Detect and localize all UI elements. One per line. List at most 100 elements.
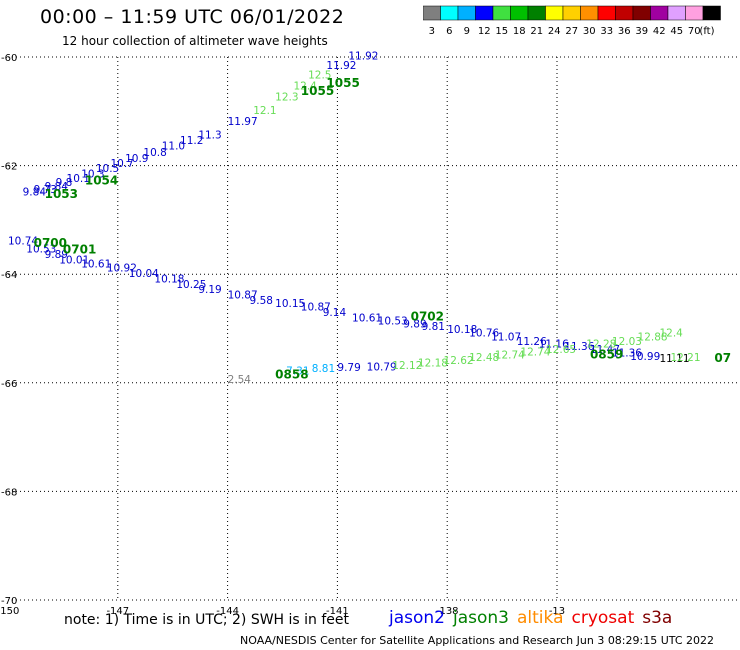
swh-value-label: 2.54 <box>228 374 252 386</box>
swh-value-label: 11.3 <box>198 129 221 141</box>
colorbar-label: 3 <box>429 26 435 37</box>
satellite-legend-altika: altika <box>517 608 564 628</box>
swh-value-label: 10.18 <box>447 324 477 336</box>
pass-time-label: 1054 <box>85 174 118 188</box>
colorbar-label: 30 <box>583 26 596 37</box>
swh-value-label: 9.84 <box>23 186 47 198</box>
pass-time-label: 0702 <box>411 309 444 323</box>
colorbar-label: 21 <box>530 26 543 37</box>
swh-value-label: 10.79 <box>367 361 397 373</box>
swh-value-label: 9.58 <box>250 295 273 307</box>
swh-value-label: 12.65 <box>546 344 576 356</box>
x-tick-label: -138 <box>436 606 459 617</box>
swh-value-label: 12.3 <box>275 91 298 103</box>
swh-value-label: 10.1 <box>67 173 90 185</box>
swh-value-label: 7.31 <box>286 366 309 378</box>
swh-value-label: 11.0 <box>162 140 185 152</box>
swh-value-label: 12.1 <box>253 105 276 117</box>
x-tick-label: -147 <box>106 606 129 617</box>
swh-value-label: 9.89 <box>45 249 68 261</box>
colorbar-label: 12 <box>478 26 491 37</box>
satellite-legend-cryosat: cryosat <box>571 608 635 628</box>
swh-value-label: 10.87 <box>301 302 331 314</box>
swh-value-label: 9.79 <box>337 362 360 374</box>
pass-time-label: 1055 <box>301 84 334 98</box>
swh-value-label: 9.19 <box>198 284 221 296</box>
swh-value-label: 10.87 <box>228 290 258 302</box>
colorbar-swatch <box>702 5 721 21</box>
colorbar-label: 27 <box>565 26 578 37</box>
swh-value-label: 10.18 <box>154 273 184 285</box>
swh-value-label: 9.81 <box>422 321 445 333</box>
swh-value-label: 12.21 <box>670 352 700 364</box>
swh-value-label: 9.84 <box>45 181 69 193</box>
satellite-legend: jason2 jason3 altika cryosat s3a <box>389 608 680 628</box>
credit-line: NOAA/NESDIS Center for Satellite Applica… <box>240 634 715 647</box>
swh-value-label: 11.07 <box>491 331 521 343</box>
swh-value-label: 10.8 <box>143 147 166 159</box>
swh-value-label: 11.11 <box>659 353 689 365</box>
swh-value-label: 11.36 <box>564 341 594 353</box>
pass-time-label: 0701 <box>63 243 96 257</box>
color-scale-legend: 3 6 9 12 15 18 21 24 27 30 33 36 39 42 45 70(ft) <box>423 5 721 37</box>
swh-value-label: 11.2 <box>180 135 203 147</box>
swh-value-label: 11.92 <box>326 60 356 72</box>
swh-value-label: 10.3 <box>81 169 104 181</box>
footnote: note: 1) Time is in UTC; 2) SWH is in fe… <box>64 612 350 628</box>
x-tick-label: -150 <box>0 606 19 617</box>
chart-title: 00:00 – 11:59 UTC 06/01/2022 <box>40 6 345 28</box>
swh-value-label: 10.53 <box>378 316 408 328</box>
swh-value-label: 12.88 <box>638 331 668 343</box>
colorbar-label: 33 <box>600 26 613 37</box>
colorbar-label: 45 <box>670 26 683 37</box>
colorbar-label: 24 <box>548 26 561 37</box>
colorbar-label: 42 <box>653 26 666 37</box>
swh-value-label: 11.92 <box>348 51 378 63</box>
swh-value-label: 12.28 <box>586 339 616 351</box>
swh-value-label: 12.5 <box>308 70 331 82</box>
colorbar-label: 18 <box>513 26 526 37</box>
x-tick-label: -144 <box>216 606 239 617</box>
x-tick-label: -13 <box>549 606 565 617</box>
swh-value-label: 10.01 <box>59 254 89 266</box>
colorbar-label: 39 <box>635 26 648 37</box>
swh-value-label: 10.74 <box>8 235 38 247</box>
swh-value-label: 10.9 <box>125 153 148 165</box>
colorbar-label: 36 <box>618 26 631 37</box>
pass-time-label: 07 <box>714 351 731 365</box>
swh-value-label: 9.14 <box>323 307 347 319</box>
swh-value-label: 9.73 <box>34 184 57 196</box>
y-tick-label: -62 <box>1 162 17 173</box>
swh-value-label: 10.61 <box>352 312 382 324</box>
colorbar-unit: (ft) <box>699 26 714 37</box>
swh-value-label: 12.74 <box>495 349 525 361</box>
swh-value-label: 10.61 <box>81 259 111 271</box>
y-tick-label: -70 <box>1 596 17 607</box>
swh-value-label: 12.48 <box>469 352 499 364</box>
swh-value-label: 10.99 <box>630 351 660 363</box>
pass-time-label: 1055 <box>326 76 359 90</box>
y-tick-label: -64 <box>1 270 17 281</box>
swh-value-label: 9.8 <box>56 177 73 189</box>
colorbar-label: 9 <box>464 26 470 37</box>
swh-value-label: 8.81 <box>312 363 335 375</box>
swh-value-label: 12.62 <box>444 355 474 367</box>
swh-value-label: 10.92 <box>107 262 137 274</box>
pass-time-label: 0700 <box>34 236 67 250</box>
swh-value-label: 10.5 <box>96 163 119 175</box>
swh-value-label: 9.89 <box>403 318 426 330</box>
y-tick-label: -68 <box>1 487 17 498</box>
chart-subtitle: 12 hour collection of altimeter wave hei… <box>62 34 328 48</box>
swh-value-label: 10.15 <box>275 298 305 310</box>
swh-value-label: 10.25 <box>176 279 206 291</box>
pass-time-label: 1053 <box>45 187 78 201</box>
swh-value-label: 12.03 <box>612 336 642 348</box>
colorbar-label: 70 <box>688 26 701 37</box>
swh-value-label: 12.12 <box>392 360 422 372</box>
pass-time-label: 0858 <box>275 367 308 381</box>
colorbar-label: 6 <box>446 26 452 37</box>
y-tick-label: -60 <box>1 53 17 64</box>
swh-value-label: 12.18 <box>418 358 448 370</box>
satellite-legend-s3a: s3a <box>642 608 673 628</box>
pass-time-label: 0859 <box>590 347 623 361</box>
